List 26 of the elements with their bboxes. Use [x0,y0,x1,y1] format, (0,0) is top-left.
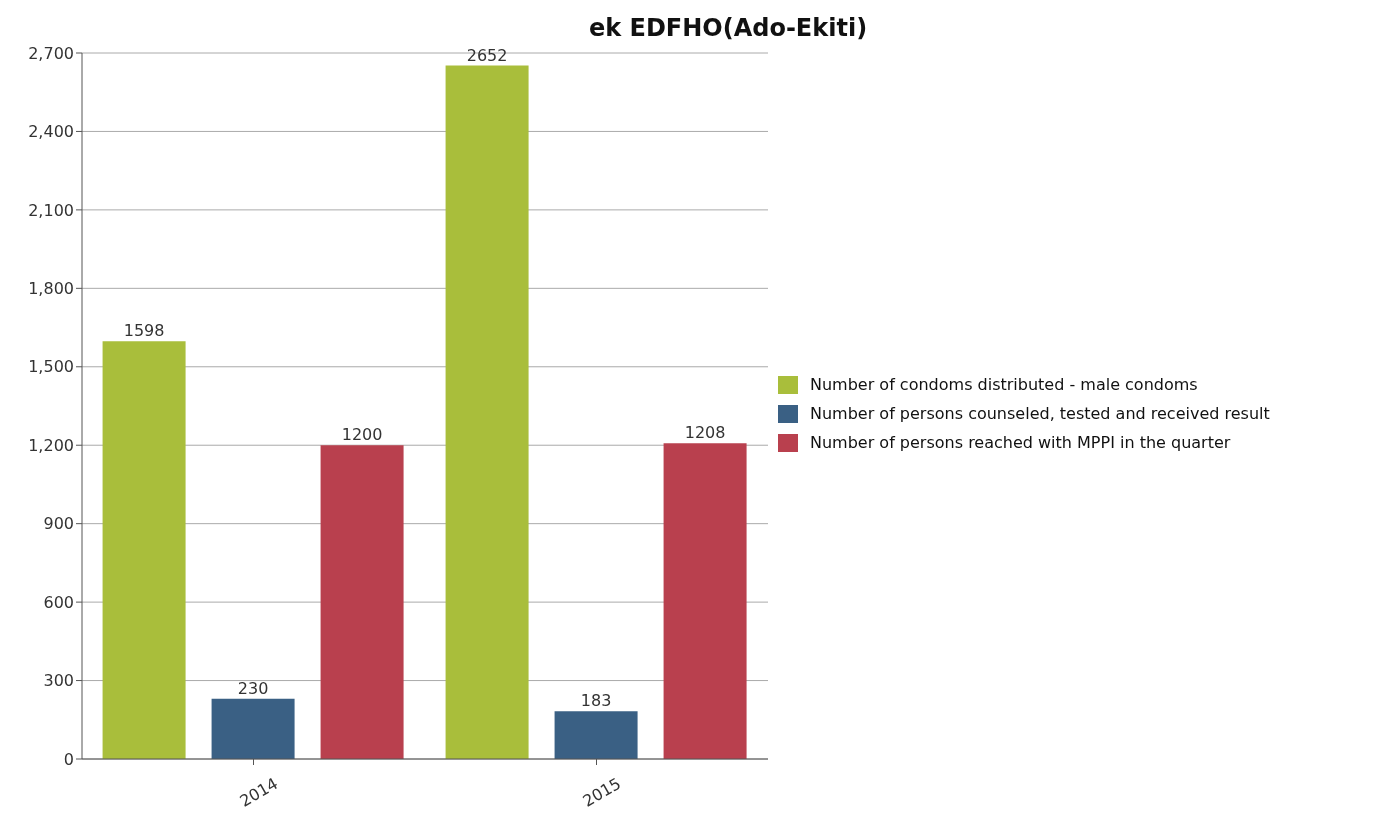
legend-label: Number of persons reached with MPPI in the quarter [810,433,1231,452]
bar [320,445,404,759]
bar [445,65,529,759]
y-tick-label: 900 [43,514,74,534]
y-tick-label: 1,800 [28,279,74,299]
y-tick-label: 1,200 [28,435,74,455]
chart-title: ek EDFHO(Ado-Ekiti) [587,14,869,42]
bar [554,711,638,759]
y-tick-label: 0 [63,749,74,769]
y-tick-label: 600 [43,592,74,612]
y-tick-label: 2,400 [28,122,74,142]
y-tick-label: 2,100 [28,200,74,220]
bar [102,341,186,759]
data-label: 1208 [684,423,726,443]
legend-label: Number of persons counseled, tested and received result [810,404,1270,423]
y-tick-label: 2,700 [28,43,74,63]
bar [211,698,295,759]
data-label: 1200 [341,425,383,445]
data-label: 230 [237,678,269,698]
data-label: 183 [580,691,612,711]
y-tick-label: 300 [43,671,74,691]
y-tick-label: 1,500 [28,357,74,377]
data-label: 1598 [123,321,165,341]
legend-label: Number of condoms distributed - male condoms [810,375,1198,394]
bar [663,443,747,759]
data-label: 2652 [466,45,508,65]
